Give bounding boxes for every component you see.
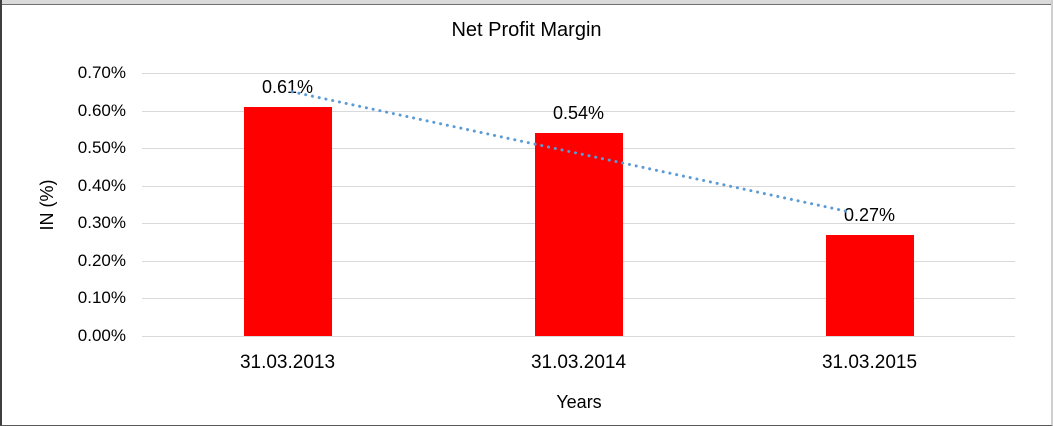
window-top-edge xyxy=(2,0,1051,5)
x-category-label: 31.03.2013 xyxy=(239,352,336,373)
bar-value-label: 0.54% xyxy=(552,103,605,124)
y-tick-label: 0.20% xyxy=(77,250,126,270)
bar-value-label: 0.61% xyxy=(261,76,314,97)
bar xyxy=(825,234,914,336)
gridline xyxy=(142,336,1015,337)
y-tick-label: 0.30% xyxy=(77,213,126,233)
bar xyxy=(243,106,332,336)
y-tick-label: 0.00% xyxy=(77,326,126,345)
x-axis-title: Years xyxy=(556,392,602,412)
chart-title: Net Profit Margin xyxy=(451,19,602,41)
bar-value-label: 0.27% xyxy=(843,204,896,225)
y-tick-label: 0.70% xyxy=(77,63,126,82)
x-category-label: 31.03.2014 xyxy=(530,352,627,373)
y-tick-label: 0.60% xyxy=(77,100,126,120)
bar xyxy=(534,133,623,336)
y-tick-label: 0.50% xyxy=(77,138,126,158)
y-tick-label: 0.10% xyxy=(77,288,126,308)
gridline xyxy=(142,73,1015,74)
y-axis-title: IN (%) xyxy=(37,179,57,231)
y-tick-label: 0.40% xyxy=(77,175,126,195)
x-category-label: 31.03.2015 xyxy=(821,352,918,373)
